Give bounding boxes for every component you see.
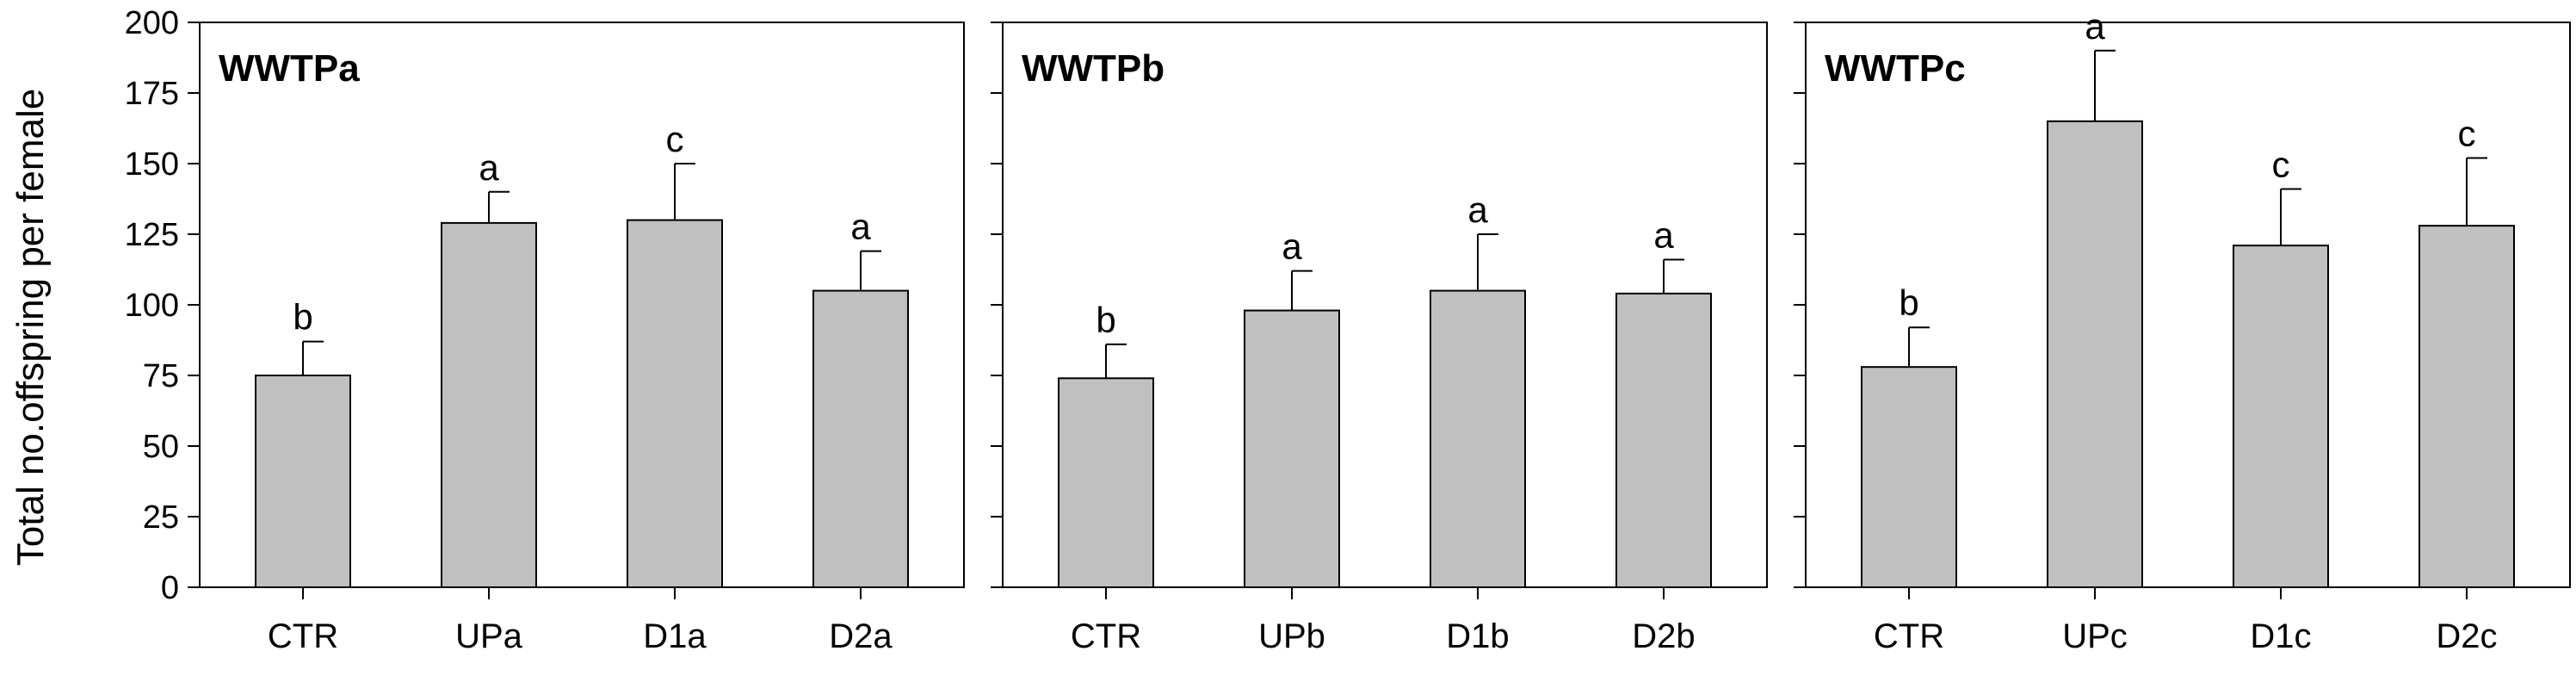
panel-title: WWTPb	[1022, 47, 1164, 90]
panel-title: WWTPc	[1825, 47, 1966, 90]
category-label: D1b	[1446, 617, 1509, 655]
significance-letter: b	[293, 297, 312, 338]
category-label: D2a	[829, 617, 893, 655]
category-label: UPb	[1258, 617, 1325, 655]
category-label: CTR	[1874, 617, 1944, 655]
y-axis-label: Total no.offspring per female	[9, 89, 52, 566]
bar	[1244, 309, 1340, 588]
bar	[1615, 292, 1712, 588]
y-tick-label: 25	[143, 499, 179, 536]
category-label: D1a	[643, 617, 707, 655]
y-tick-label: 125	[125, 217, 179, 253]
significance-letter: a	[479, 147, 499, 188]
category-label: D1c	[2250, 617, 2311, 655]
significance-letter: c	[2272, 145, 2290, 185]
panel-0: 0 25 50 75 100 125 150 175 200 WWTPa b CTR a UPa c D1a a…	[125, 5, 965, 655]
bar	[1058, 377, 1154, 588]
bar	[2418, 225, 2515, 588]
significance-letter: c	[2458, 113, 2476, 153]
y-tick-label: 50	[143, 429, 179, 465]
significance-letter: a	[1282, 226, 1302, 267]
significance-letter: a	[1653, 215, 1674, 256]
category-label: CTR	[1071, 617, 1141, 655]
category-label: D2c	[2436, 617, 2497, 655]
category-label: UPa	[455, 617, 523, 655]
y-tick-label: 200	[125, 5, 179, 41]
y-tick-label: 100	[125, 288, 179, 324]
category-label: D2b	[1632, 617, 1695, 655]
panels: 0 25 50 75 100 125 150 175 200 WWTPa b CTR a UPa c D1a a…	[125, 5, 2571, 655]
category-label: UPc	[2062, 617, 2128, 655]
panel-1: WWTPb b CTR a UPb a D1b a D2b	[991, 22, 1768, 655]
y-tick-label: 0	[161, 570, 179, 606]
significance-letter: b	[1899, 282, 1918, 323]
y-tick-label: 75	[143, 358, 179, 394]
bar	[2047, 120, 2143, 589]
bar	[441, 221, 537, 588]
significance-letter: a	[2085, 6, 2105, 46]
y-tick-label: 150	[125, 146, 179, 183]
category-label: CTR	[268, 617, 338, 655]
bar	[255, 375, 351, 588]
bar	[627, 219, 723, 588]
significance-letter: a	[850, 207, 871, 247]
panel-title: WWTPa	[219, 47, 360, 90]
y-tick-label: 175	[125, 76, 179, 112]
significance-letter: c	[666, 119, 684, 159]
panel-2: WWTPc b CTR a UPc c D1c c D2c	[1794, 6, 2571, 655]
significance-letter: a	[1467, 189, 1488, 230]
bar	[812, 289, 909, 588]
bar	[1430, 289, 1526, 588]
bar	[2233, 245, 2329, 588]
bar	[1861, 366, 1957, 588]
significance-letter: b	[1096, 300, 1115, 340]
